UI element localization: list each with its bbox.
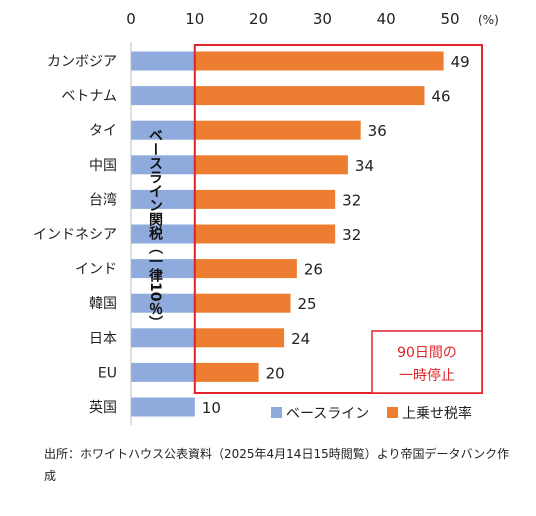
bar-surcharge <box>195 86 425 105</box>
source-note: 出所：ホワイトハウス公表資料（2025年4月14日15時閲覧）より帝国データバン… <box>44 443 514 487</box>
legend-label-baseline: ベースライン <box>286 406 369 422</box>
baseline-annotation: ベースライン関税（一律10％） <box>147 128 164 329</box>
value-label: 32 <box>342 191 361 209</box>
value-label: 32 <box>342 226 361 244</box>
x-tick-label: 40 <box>377 10 396 28</box>
legend-label-surcharge: 上乗せ税率 <box>402 405 472 422</box>
category-label: ベトナム <box>61 89 117 105</box>
category-label: 韓国 <box>89 296 117 312</box>
x-tick-label: 0 <box>126 10 136 28</box>
legend-swatch-baseline <box>271 407 282 418</box>
value-label: 24 <box>291 330 310 348</box>
value-label: 46 <box>431 88 450 106</box>
bar-baseline <box>131 398 195 417</box>
x-tick-label: 10 <box>185 10 204 28</box>
value-label: 34 <box>355 157 374 175</box>
legend-swatch-surcharge <box>387 407 398 418</box>
value-label: 10 <box>202 399 221 417</box>
bar-surcharge <box>195 294 291 313</box>
legend: ベースライン 上乗せ税率 <box>271 405 472 422</box>
pause-label-line-1: 90日間の <box>397 345 457 361</box>
category-label: EU <box>98 365 117 381</box>
bar-surcharge <box>195 52 444 71</box>
bar-surcharge <box>195 225 335 244</box>
category-label: インド <box>75 262 117 278</box>
value-label: 49 <box>451 53 470 71</box>
value-label: 20 <box>266 364 285 382</box>
value-label: 26 <box>304 261 323 279</box>
bar-baseline <box>131 328 195 347</box>
bar-baseline <box>131 363 195 382</box>
x-tick-label: 30 <box>313 10 332 28</box>
bar-surcharge <box>195 328 284 347</box>
x-axis-unit-label: (%) <box>478 13 499 27</box>
bar-surcharge <box>195 363 259 382</box>
bar-surcharge <box>195 190 335 209</box>
value-label: 25 <box>298 295 317 313</box>
x-tick-label: 20 <box>249 10 268 28</box>
x-tick-label: 50 <box>440 10 459 28</box>
bar-surcharge <box>195 121 361 140</box>
x-axis-tick-labels: 0 10 20 30 40 50 <box>126 10 459 28</box>
category-label: インドネシア <box>33 227 117 243</box>
bar-surcharge <box>195 155 348 174</box>
category-label: 英国 <box>89 399 117 416</box>
category-label: 日本 <box>89 331 117 347</box>
bar-baseline <box>131 52 195 71</box>
category-label: 台湾 <box>89 191 117 208</box>
bar-surcharge <box>195 259 297 278</box>
pause-label-line-2: 一時停止 <box>399 367 455 384</box>
bar-baseline <box>131 86 195 105</box>
category-label: タイ <box>89 123 117 139</box>
category-label: カンボジア <box>47 54 117 70</box>
category-label: 中国 <box>89 158 117 174</box>
value-label: 36 <box>368 122 387 140</box>
